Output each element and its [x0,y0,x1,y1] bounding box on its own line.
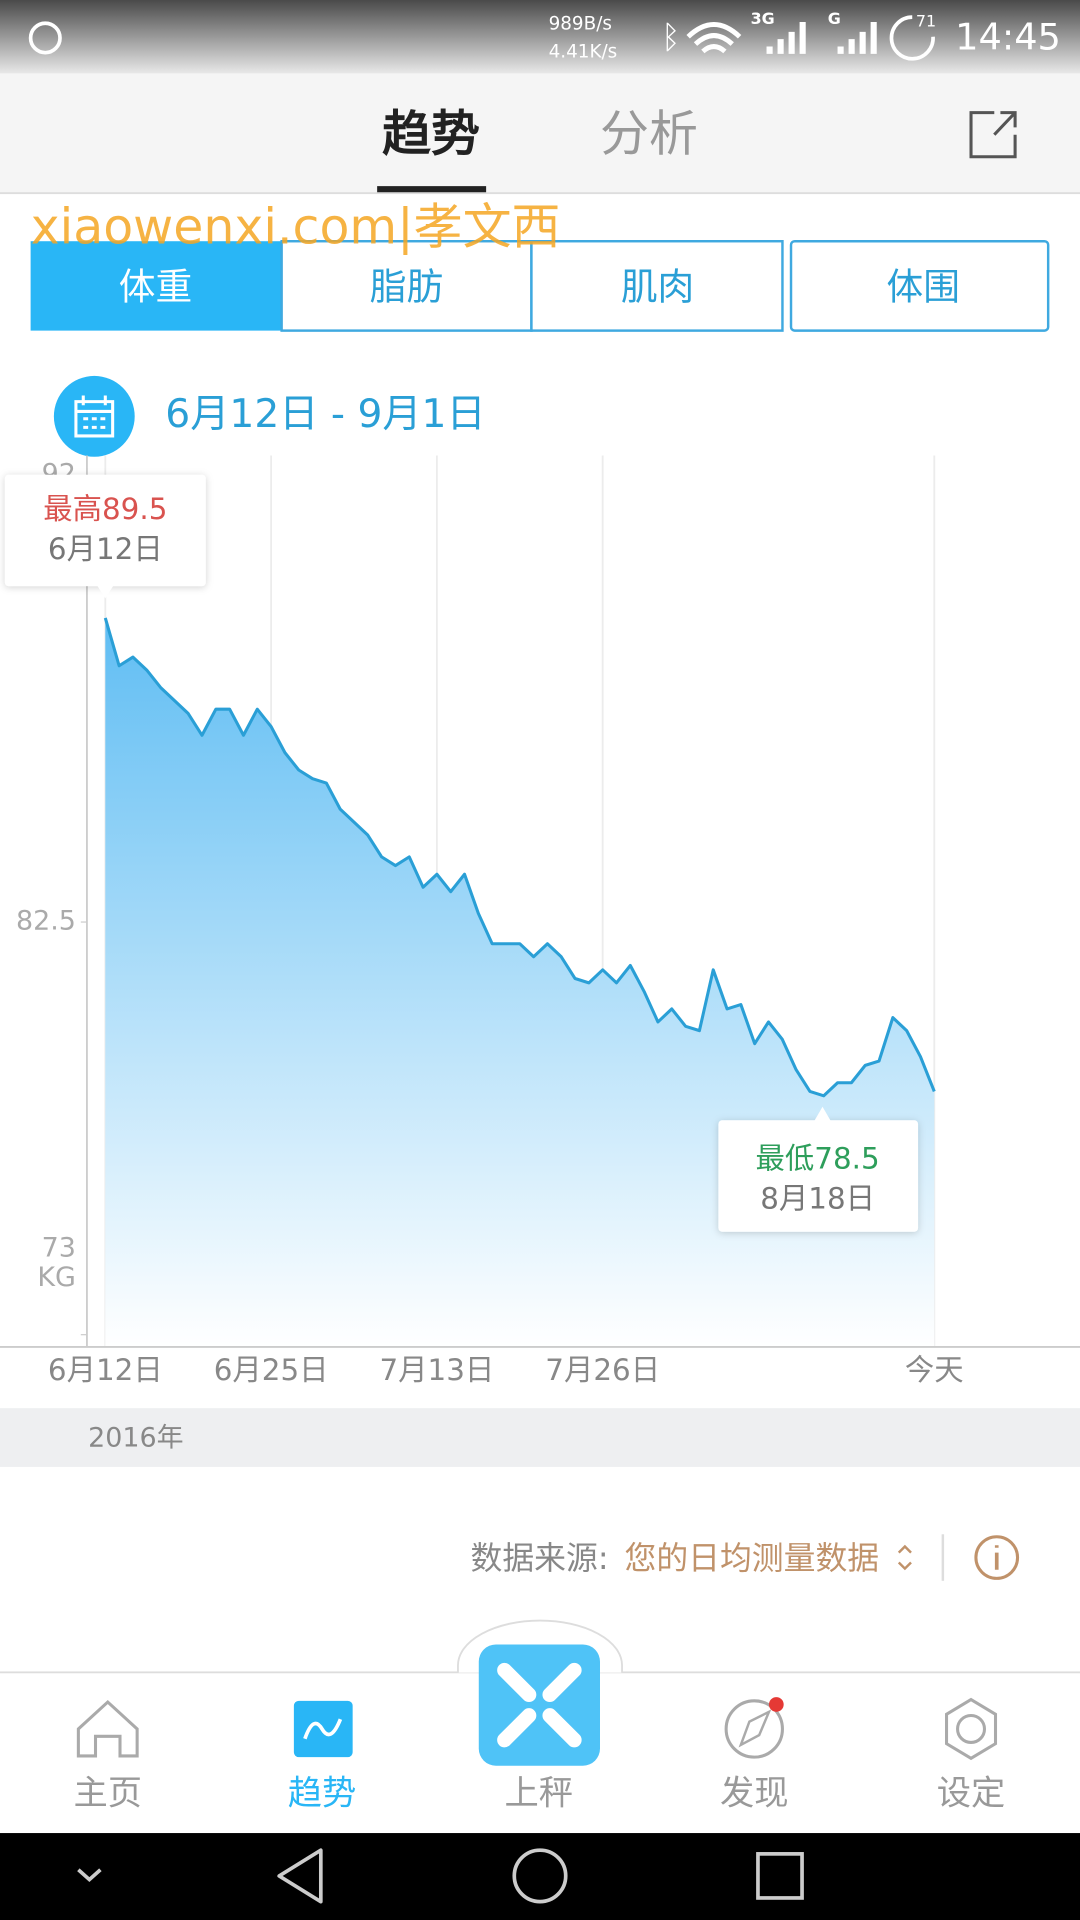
net-type: G [828,9,841,28]
max-date: 6月12日 [48,532,163,566]
net-type: 3G [751,9,775,28]
divider [941,1534,945,1581]
tooltip-min [718,1120,919,1232]
area-fill [105,617,935,1347]
segment-label: 肌肉 [621,265,694,308]
recents-button[interactable] [756,1852,804,1900]
year-label: 2016年 [88,1422,183,1453]
date-range[interactable]: 6月12日 - 9月1日 [165,392,485,437]
bluetooth-icon: ᛒ [661,18,680,56]
header [0,73,1080,194]
source-value[interactable]: 您的日均测量数据 [624,1539,879,1577]
y-unit: KG [37,1262,76,1293]
signal-icon [837,22,877,54]
x-tick-label: 7月13日 [379,1353,494,1387]
chart: 6月12日 6月25日 7月13日 7月26日 今天73KG82.592最高89.56月… [0,455,1080,1467]
nav-label[interactable]: 上秤 [505,1774,574,1814]
clock: 14:45 [955,16,1061,59]
weigh-button[interactable] [478,1644,600,1766]
segment-label: 体围 [887,265,960,308]
tab[interactable]: 分析 [600,106,698,163]
status-bar [0,0,1080,74]
y-tick-label: 73 [42,1232,76,1263]
min-label-text: 最低 [756,1141,815,1175]
tab-active[interactable]: 趋势 [382,106,480,163]
x-tick-label: 6月12日 [48,1353,163,1387]
segment-label: 脂肪 [370,265,443,308]
compass-needle [738,1709,772,1748]
dropdown-icon [897,1544,912,1571]
max-label-text: 最高 [43,492,102,526]
hide-button[interactable] [77,1868,102,1883]
segment[interactable] [789,240,1050,332]
tab-indicator [377,186,487,194]
tooltip-pointer [813,1106,832,1122]
year-band [0,1408,1080,1467]
calendar-button[interactable] [53,375,135,457]
wifi-icon [686,22,742,54]
battery-level: 71 [916,12,936,31]
nav-label[interactable]: 发现 [720,1774,789,1814]
segment-active[interactable] [30,241,282,331]
settings-gear [945,1697,998,1761]
segment-label: 体重 [119,265,192,308]
speed-up: 989B/s [549,13,612,34]
tooltip-pointer [96,584,114,599]
min-label: 最低78.5 [756,1141,880,1175]
source-label: 数据来源: [471,1539,609,1577]
badge [768,1697,784,1712]
max-label: 最高89.5 [43,492,167,526]
share-button[interactable] [969,111,1017,159]
x-tick-label: 7月26日 [545,1353,660,1387]
discover-icon[interactable] [724,1699,784,1759]
trend-glyph [303,1718,343,1740]
segment[interactable] [530,240,784,332]
nav-label[interactable]: 设定 [937,1774,1006,1814]
nav-label[interactable]: 主页 [73,1774,142,1814]
x-tick-label: 今天 [905,1353,964,1387]
weigh-icon [497,1662,582,1748]
min-date: 8月18日 [760,1181,875,1215]
home-button[interactable] [512,1848,568,1904]
info-button[interactable] [974,1535,1020,1580]
divider [0,192,1080,195]
min-value: 78.5 [814,1141,879,1175]
tooltip-max [4,474,206,587]
x-tick-label: 6月25日 [214,1353,329,1387]
back-button[interactable] [277,1848,323,1904]
system-nav [0,1833,1080,1920]
home-icon[interactable] [76,1699,139,1758]
app-icon [28,21,62,55]
calendar-icon [74,395,115,438]
watermark: xiaowenxi.com|孝文西 [31,199,561,256]
signal-icon [766,22,806,54]
line [103,617,936,1098]
max-value: 89.5 [102,492,167,526]
nav-label[interactable]: 趋势 [288,1774,357,1814]
settings-icon[interactable] [956,1713,987,1744]
speed-down: 4.41K/s [549,42,618,63]
y-tick-label: 82.5 [16,906,76,937]
battery-icon [889,15,935,61]
